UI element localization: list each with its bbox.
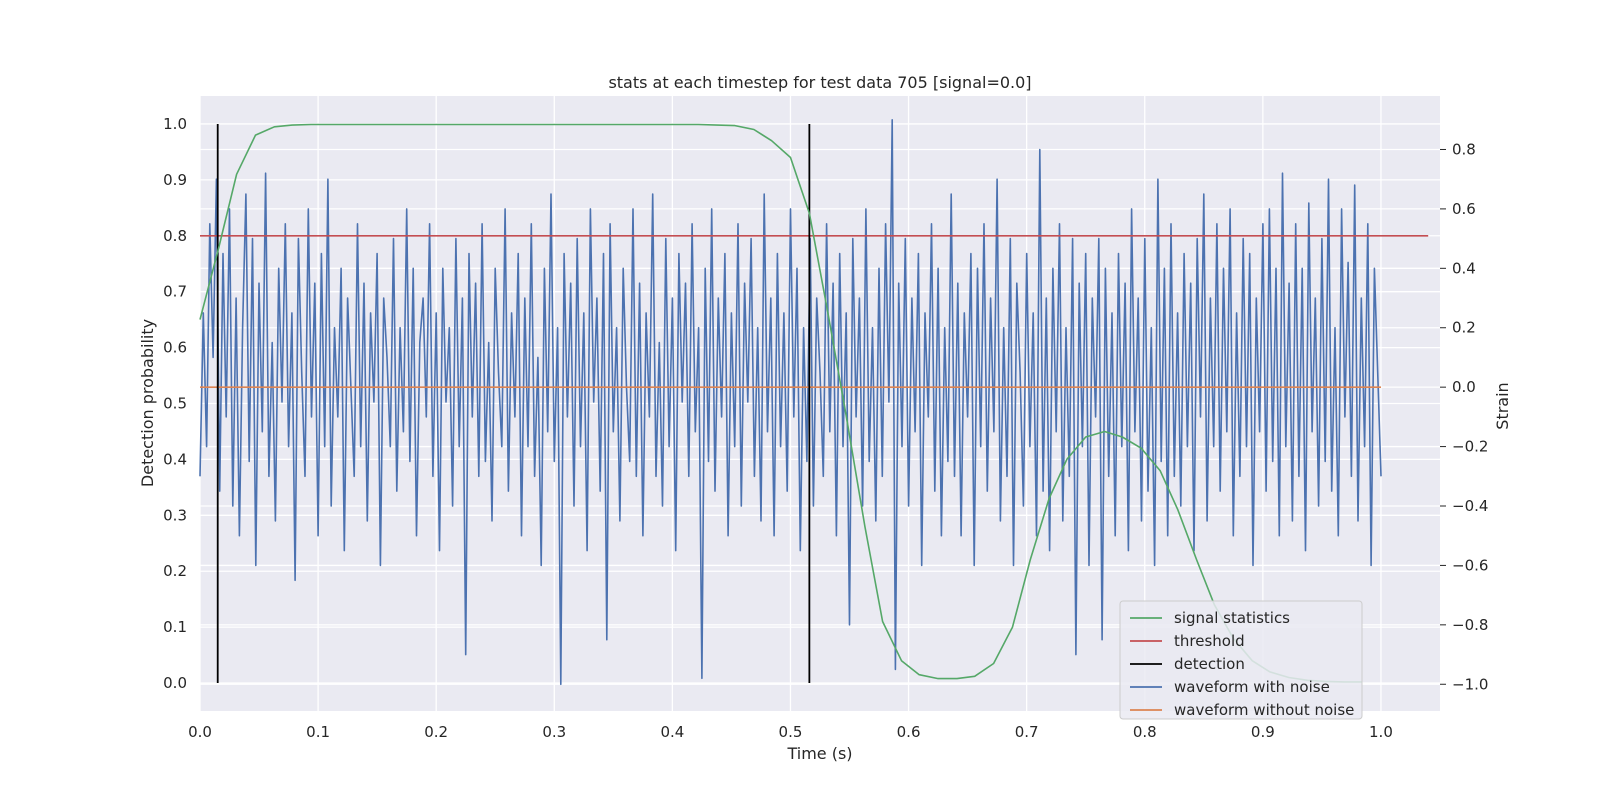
x-tick-label: 0.6 [897, 723, 921, 741]
x-tick-label: 0.9 [1251, 723, 1275, 741]
y2-tick-label: −0.2 [1452, 438, 1488, 456]
y-tick-label: 0.7 [163, 283, 187, 301]
chart-title: stats at each timestep for test data 705… [608, 73, 1031, 92]
x-tick-label: 0.0 [188, 723, 212, 741]
y-axis-label: Detection probability [138, 319, 157, 487]
y2-tick-label: 0.6 [1452, 200, 1476, 218]
y2-tick-label: −0.8 [1452, 616, 1488, 634]
y2-tick-label: 0.2 [1452, 319, 1476, 337]
y-axis-ticks: 0.0 0.1 0.2 0.3 0.4 0.5 0.6 0.7 0.8 0.9 1.0 [163, 115, 187, 692]
legend-label-waveform-without-noise: waveform without noise [1174, 701, 1354, 719]
legend-label-signal-statistics: signal statistics [1174, 609, 1290, 627]
legend-label-detection: detection [1174, 655, 1245, 673]
y-tick-label: 0.6 [163, 339, 187, 357]
y2-tick-label: −0.6 [1452, 556, 1488, 574]
y2-tick-label: −0.4 [1452, 497, 1488, 515]
y-tick-label: 0.2 [163, 562, 187, 580]
x-tick-label: 0.2 [424, 723, 448, 741]
x-tick-label: 0.4 [660, 723, 684, 741]
x-tick-label: 0.3 [542, 723, 566, 741]
x-tick-label: 1.0 [1369, 723, 1393, 741]
y-tick-label: 0.5 [163, 395, 187, 413]
legend-box [1119, 600, 1363, 720]
legend-label-threshold: threshold [1174, 632, 1245, 650]
x-axis-ticks: 0.0 0.1 0.2 0.3 0.4 0.5 0.6 0.7 0.8 0.9 1.0 [188, 723, 1393, 741]
x-tick-label: 0.1 [306, 723, 330, 741]
y-tick-label: 0.8 [163, 227, 187, 245]
waveform-with-noise-line [199, 119, 1382, 686]
legend: signal statistics threshold detection wavef… [1119, 600, 1363, 720]
x-tick-label: 0.8 [1133, 723, 1157, 741]
y2-axis-label: Strain [1493, 382, 1512, 429]
x-axis-label: Time (s) [786, 744, 852, 763]
y2-tick-label: 0.4 [1452, 259, 1476, 277]
x-tick-label: 0.5 [779, 723, 803, 741]
y2-tick-label: 0.0 [1452, 378, 1476, 396]
legend-label-waveform-with-noise: waveform with noise [1174, 678, 1330, 696]
y-tick-label: 0.0 [163, 674, 187, 692]
y2-tick-label: 0.8 [1452, 140, 1476, 158]
y2-tick-label: −1.0 [1452, 675, 1488, 693]
series-layer [199, 119, 1429, 686]
y-tick-label: 1.0 [163, 115, 187, 133]
y-tick-label: 0.4 [163, 450, 187, 468]
y-tick-label: 0.1 [163, 618, 187, 636]
x-tick-label: 0.7 [1015, 723, 1039, 741]
y2-axis-ticks: −1.0 −0.8 −0.6 −0.4 −0.2 0.0 0.2 0.4 0.6 0.8 [1440, 140, 1488, 693]
signal-statistics-line [199, 123, 1363, 683]
y-tick-label: 0.3 [163, 506, 187, 524]
y-tick-label: 0.9 [163, 171, 187, 189]
